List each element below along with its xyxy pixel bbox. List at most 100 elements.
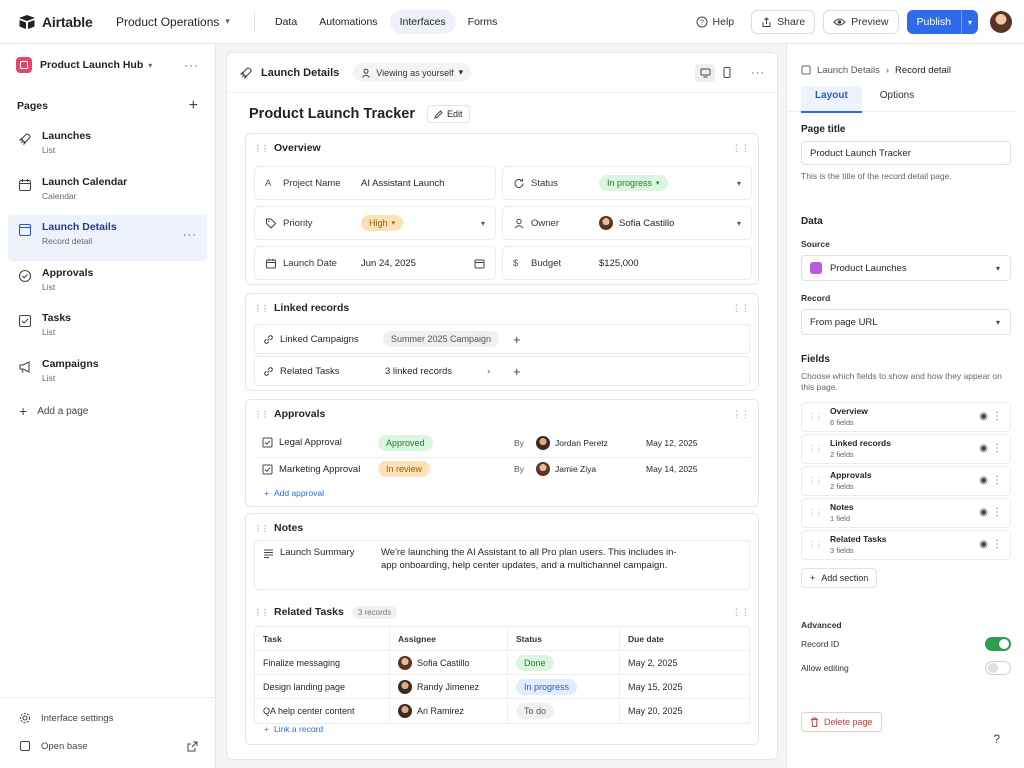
tab-forms[interactable]: Forms [467,15,498,28]
launch-summary-field[interactable]: Launch Summary We're launching the AI As… [254,540,750,590]
sidebar-item-campaigns[interactable]: Campaigns List [0,352,215,398]
drag-handle-icon[interactable]: ⋮⋮ [732,408,750,419]
eye-icon[interactable]: ◉ [979,411,988,423]
eye-icon[interactable]: ◉ [979,443,988,455]
record-select[interactable]: From page URL ▾ [801,309,1011,335]
eye-icon[interactable]: ◉ [979,539,988,551]
drag-handle-icon[interactable]: ⋮⋮ [254,523,269,533]
drag-handle-icon[interactable]: ⋮⋮ [254,143,269,153]
tab-data[interactable]: Data [275,15,298,28]
eye-icon[interactable]: ◉ [979,507,988,519]
related-tasks-row[interactable]: Related Tasks 3 linked records › + [254,356,750,386]
tab-options[interactable]: Options [879,90,915,101]
field-section-row[interactable]: ⋮⋮ Approvals 2 fields ◉ ⋮ [801,465,1011,496]
plus-icon[interactable]: + [513,363,521,379]
drag-handle-icon[interactable]: ⋮⋮ [254,409,269,419]
eye-icon[interactable]: ◉ [979,475,988,487]
allow-editing-toggle[interactable] [985,661,1011,675]
approval-row[interactable]: Legal Approval Approved By Jordan Peretz… [254,428,750,458]
drag-handle-icon[interactable]: ⋮⋮ [808,412,823,422]
column-header[interactable]: Assignee [389,627,507,650]
sidebar-item-launches[interactable]: Launches List [0,124,215,170]
viewing-as-dropdown[interactable]: Viewing as yourself ▾ [353,63,472,82]
more-icon[interactable]: ··· [183,229,197,241]
airtable-logo[interactable]: Airtable [18,14,102,30]
more-icon[interactable]: ··· [751,66,765,79]
publish-button[interactable]: Publish ▾ [906,10,978,34]
drag-handle-icon[interactable]: ⋮⋮ [732,142,750,153]
chevron-right-icon[interactable]: › [487,365,491,377]
more-vertical-icon[interactable]: ⋮ [992,507,1002,519]
table-row[interactable]: Design landing page Randy Jimenez In pro… [255,675,749,699]
settings-label: Interface settings [41,712,114,724]
field-section-row[interactable]: ⋮⋮ Linked records 2 fields ◉ ⋮ [801,433,1011,464]
owner-field[interactable]: Owner Sofia Castillo ▾ [502,206,752,240]
mobile-view-button[interactable] [717,64,737,82]
table-row[interactable]: Finalize messaging Sofia Castillo Done M… [255,651,749,675]
launch-date-field[interactable]: Launch Date Jun 24, 2025 [254,246,496,280]
sidebar-item-launch-calendar[interactable]: Launch Calendar Calendar [0,170,215,216]
plus-icon[interactable]: + [513,331,521,347]
field-section-row[interactable]: ⋮⋮ Related Tasks 3 fields ◉ ⋮ [801,529,1011,560]
field-section-row[interactable]: ⋮⋮ Overview 6 fields ◉ ⋮ [801,401,1011,432]
help-button[interactable]: ? Help [687,11,744,33]
more-vertical-icon[interactable]: ⋮ [992,475,1002,487]
more-vertical-icon[interactable]: ⋮ [992,411,1002,423]
more-vertical-icon[interactable]: ⋮ [992,443,1002,455]
priority-field[interactable]: Priority High ▾ ▾ [254,206,496,240]
drag-handle-icon[interactable]: ⋮⋮ [254,607,269,617]
chevron-down-icon: ▾ [995,263,1000,273]
budget-field[interactable]: $ Budget $125,000 [502,246,752,280]
calendar-icon[interactable] [474,258,485,269]
sidebar-item-launch-details[interactable]: Launch Details Record detail ··· [8,215,207,261]
interface-settings-button[interactable]: Interface settings [0,704,216,732]
desktop-view-button[interactable] [695,63,715,82]
add-approval-button[interactable]: + Add approval [264,488,324,498]
approval-row[interactable]: Marketing Approval In review By Jamie Zi… [254,454,750,484]
chevron-down-icon[interactable]: ▾ [960,10,978,34]
column-header[interactable]: Due date [619,627,749,650]
tab-interfaces[interactable]: Interfaces [389,9,456,34]
sidebar-item-approvals[interactable]: Approvals List [0,261,215,307]
interface-switcher[interactable]: Product Launch Hub ▾ ··· [0,44,215,86]
linked-campaigns-row[interactable]: Linked Campaigns Summer 2025 Campaign + [254,324,750,354]
delete-page-button[interactable]: Delete page [801,712,882,732]
status-field[interactable]: Status In progress ▾ ▾ [502,166,752,200]
column-header[interactable]: Status [507,627,619,650]
approval-status-pill: In review [378,461,431,477]
record-id-toggle[interactable] [985,637,1011,651]
add-page-label: Add a page [37,405,89,417]
help-icon[interactable]: ? [993,732,1000,746]
add-page-icon[interactable]: + [188,97,198,114]
field-section-row[interactable]: ⋮⋮ Notes 1 field ◉ ⋮ [801,497,1011,528]
project-name-field[interactable]: A Project Name AI Assistant Launch [254,166,496,200]
preview-button[interactable]: Preview [823,10,899,34]
add-section-button[interactable]: + Add section [801,567,878,588]
source-select[interactable]: Product Launches ▾ [801,255,1011,281]
open-base-button[interactable]: Open base [0,732,216,760]
link-record-button[interactable]: + Link a record [264,724,323,734]
tab-layout[interactable]: Layout [801,86,862,113]
more-vertical-icon[interactable]: ⋮ [992,539,1002,551]
more-icon[interactable]: ··· [184,58,199,72]
table-row[interactable]: QA help center content Ari Ramirez To do… [255,699,749,723]
breadcrumb-parent[interactable]: Launch Details [817,64,880,76]
share-button[interactable]: Share [751,10,816,34]
linked-record-chip[interactable]: Summer 2025 Campaign [383,331,500,347]
sidebar-item-tasks[interactable]: Tasks List [0,306,215,352]
user-avatar[interactable] [990,11,1012,33]
drag-handle-icon[interactable]: ⋮⋮ [254,303,269,313]
drag-handle-icon[interactable]: ⋮⋮ [732,606,750,617]
page-title-input[interactable]: Product Launch Tracker [801,141,1011,165]
linked-count[interactable]: 3 linked records [385,365,453,377]
add-page-button[interactable]: + Add a page [0,403,215,419]
base-switcher[interactable]: Product Operations ▾ [116,15,244,29]
edit-title-button[interactable]: Edit [427,105,470,123]
drag-handle-icon[interactable]: ⋮⋮ [808,508,823,518]
drag-handle-icon[interactable]: ⋮⋮ [732,302,750,313]
drag-handle-icon[interactable]: ⋮⋮ [808,476,823,486]
column-header[interactable]: Task [263,633,282,644]
tab-automations[interactable]: Automations [319,15,378,28]
drag-handle-icon[interactable]: ⋮⋮ [808,540,823,550]
drag-handle-icon[interactable]: ⋮⋮ [808,444,823,454]
